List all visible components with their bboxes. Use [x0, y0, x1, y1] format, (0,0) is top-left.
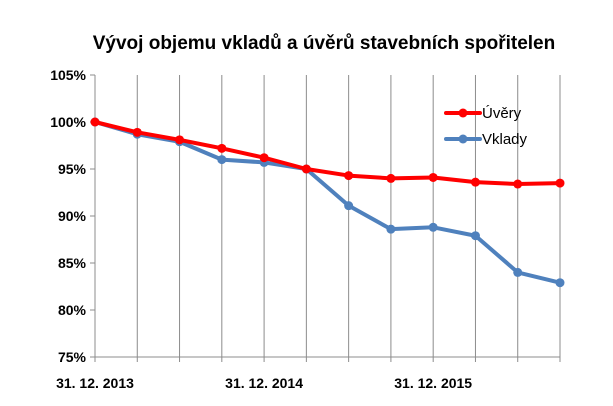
grid-layer: [136, 75, 561, 357]
data-point-uvery: [555, 178, 565, 188]
data-point-vklady: [428, 222, 438, 232]
data-point-uvery: [259, 153, 269, 163]
data-point-vklady: [217, 155, 227, 165]
data-point-uvery: [301, 164, 311, 174]
data-point-vklady: [386, 224, 396, 234]
legend-label-vklady: Vklady: [482, 131, 528, 148]
ticks-layer: 75% 80% 85% 90% 95% 100% 105% 31. 12. 2013 31. 1…: [50, 67, 561, 391]
x-tick-label: 31. 12. 2014: [225, 375, 303, 391]
legend-label-uvery: Úvěry: [482, 105, 522, 122]
data-point-uvery: [428, 172, 438, 182]
y-tick-label: 75%: [58, 349, 87, 365]
y-tick-label: 80%: [58, 302, 87, 318]
data-point-uvery: [132, 127, 142, 137]
data-point-uvery: [175, 135, 185, 145]
data-point-uvery: [513, 179, 523, 189]
data-point-vklady: [555, 278, 565, 288]
series-layer: [90, 117, 565, 288]
legend-marker-uvery: [458, 108, 468, 118]
data-point-vklady: [513, 267, 523, 277]
y-tick-label: 105%: [50, 67, 86, 83]
data-point-uvery: [217, 143, 227, 153]
data-point-uvery: [90, 117, 100, 127]
data-point-vklady: [344, 201, 354, 211]
chart-title: Vývoj objemu vkladů a úvěrů stavebních s…: [93, 33, 555, 54]
y-tick-label: 95%: [58, 161, 87, 177]
x-tick-label: 31. 12. 2013: [56, 375, 134, 391]
y-tick-label: 85%: [58, 255, 87, 271]
x-tick-label: 31. 12. 2015: [394, 375, 472, 391]
legend: Úvěry Vklady: [444, 105, 528, 148]
data-point-vklady: [470, 231, 480, 241]
data-point-uvery: [470, 177, 480, 187]
data-point-uvery: [344, 171, 354, 181]
y-tick-label: 100%: [50, 114, 86, 130]
legend-marker-vklady: [458, 134, 468, 144]
y-tick-label: 90%: [58, 208, 87, 224]
data-point-uvery: [386, 173, 396, 183]
series-line-uvery: [93, 120, 562, 187]
